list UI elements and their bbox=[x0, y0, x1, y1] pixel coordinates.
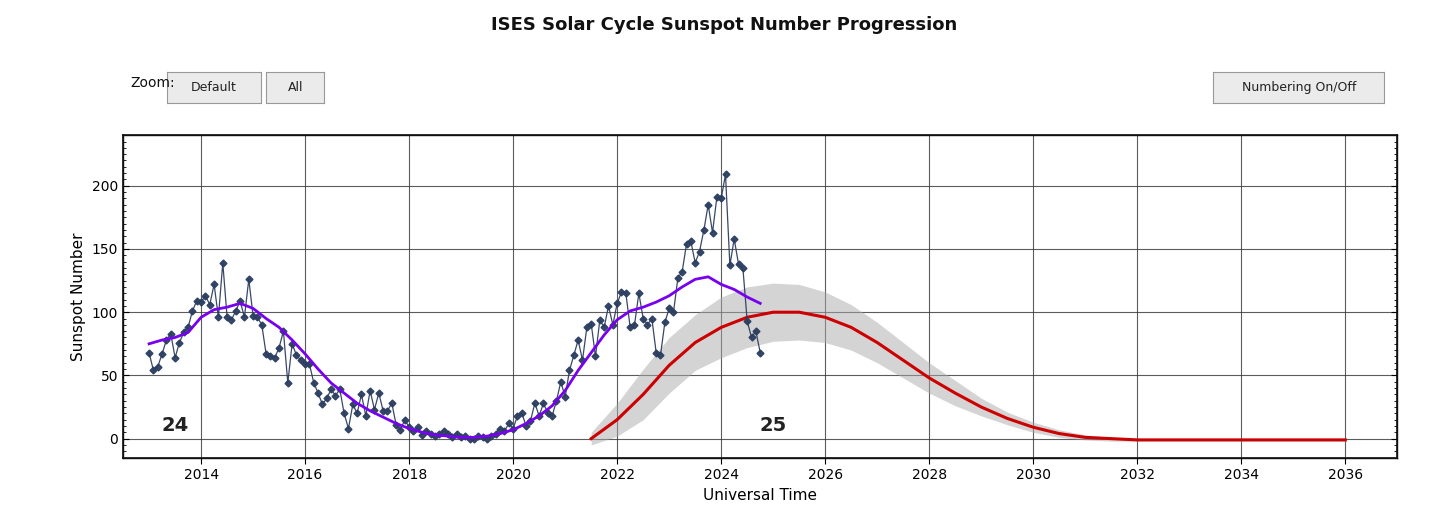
Text: Numbering On/Off: Numbering On/Off bbox=[1242, 81, 1355, 94]
Text: Default: Default bbox=[191, 81, 236, 94]
Text: ISES Solar Cycle Sunspot Number Progression: ISES Solar Cycle Sunspot Number Progress… bbox=[491, 16, 957, 34]
Text: All: All bbox=[288, 81, 303, 94]
Y-axis label: Sunspot Number: Sunspot Number bbox=[71, 232, 87, 361]
Text: 24: 24 bbox=[162, 416, 188, 435]
Text: 25: 25 bbox=[760, 416, 786, 435]
Text: Zoom:: Zoom: bbox=[130, 76, 175, 90]
X-axis label: Universal Time: Universal Time bbox=[704, 488, 817, 502]
